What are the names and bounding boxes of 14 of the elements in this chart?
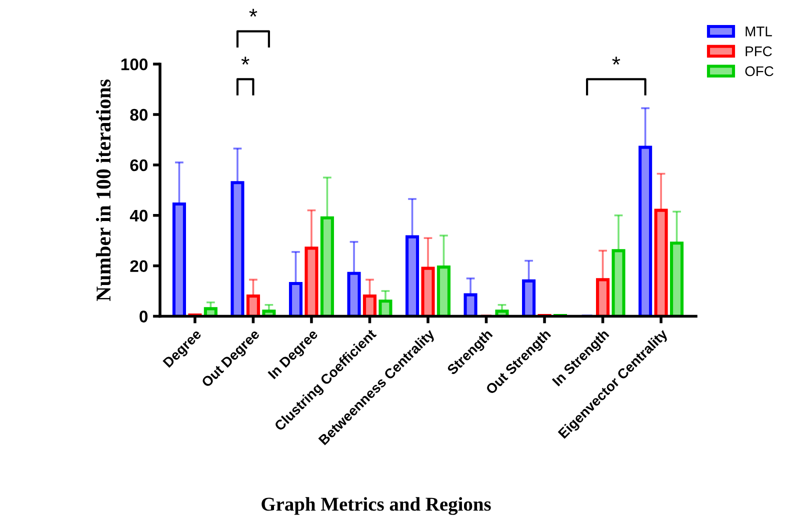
y-axis-title: Number in 100 iterations	[96, 79, 111, 301]
annotation: *	[241, 56, 250, 65]
annotation: *	[612, 56, 620, 65]
text: *	[249, 8, 258, 17]
y-tick-label: 40	[130, 210, 148, 222]
y-tick-label: 100	[121, 58, 148, 70]
y-tick-label: 80	[130, 108, 148, 121]
legend-label: MTL	[746, 26, 772, 36]
y-tick-label: 20	[130, 260, 148, 272]
legend-label: OFC	[745, 66, 774, 76]
y-tick-label: 0	[140, 310, 148, 322]
y-tick-label: 60	[130, 159, 148, 172]
legend-label: PFC	[746, 46, 772, 56]
x-axis-title: Graph Metrics and Regions	[262, 497, 491, 515]
